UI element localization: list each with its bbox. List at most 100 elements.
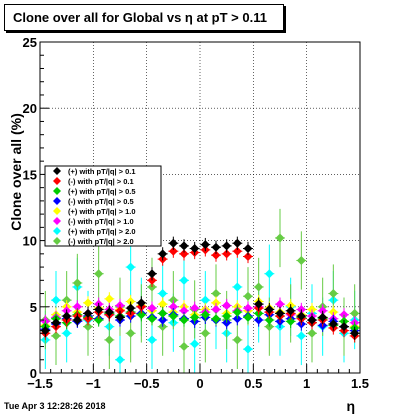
data-point <box>158 299 168 309</box>
data-point <box>200 328 210 338</box>
data-point <box>72 278 82 288</box>
legend-box <box>44 165 162 247</box>
data-point <box>115 312 125 322</box>
data-point <box>168 246 178 256</box>
series-0 <box>40 236 360 340</box>
legend-label: (-) with pT/|q| > 0.5 <box>68 197 134 206</box>
x-tick-label: 0.5 <box>244 376 262 391</box>
y-tick-label: 10 <box>23 234 37 249</box>
data-point <box>94 315 104 325</box>
data-point <box>307 328 317 338</box>
data-point <box>200 295 210 305</box>
legend-marker <box>53 207 61 215</box>
data-point <box>296 331 306 341</box>
data-point <box>136 310 146 320</box>
data-point <box>147 303 157 313</box>
data-point <box>179 306 189 316</box>
data-point <box>179 241 189 251</box>
data-point <box>51 331 61 341</box>
data-point <box>232 307 242 317</box>
data-point <box>264 315 274 325</box>
x-tick-label: 0 <box>196 376 203 391</box>
data-point <box>296 311 306 321</box>
data-point <box>243 303 253 313</box>
data-point <box>190 244 200 254</box>
data-point <box>179 275 189 285</box>
data-point <box>211 314 221 324</box>
x-tick-label: −1 <box>86 376 101 391</box>
data-point <box>232 246 242 256</box>
data-point <box>136 298 146 308</box>
data-point <box>243 244 253 254</box>
data-point <box>158 308 168 318</box>
legend-label: (-) with pT/|q| > 2.0 <box>68 237 134 246</box>
data-point <box>211 289 221 299</box>
data-point <box>243 312 253 322</box>
data-point <box>243 291 253 301</box>
data-point <box>190 339 200 349</box>
data-point <box>104 307 114 317</box>
legend: (+) with pT/|q| > 0.1(-) with pT/|q| > 0… <box>44 165 162 247</box>
legend-marker <box>53 187 61 195</box>
legend-marker <box>53 167 61 175</box>
data-point <box>243 344 253 354</box>
data-point <box>158 249 168 259</box>
data-point <box>147 269 157 279</box>
legend-marker <box>53 177 61 185</box>
legend-label: (+) with pT/|q| > 2.0 <box>68 227 136 236</box>
legend-marker <box>53 227 61 235</box>
data-point <box>286 306 296 316</box>
data-point <box>168 302 178 312</box>
legend-label: (-) with pT/|q| > 1.0 <box>68 217 134 226</box>
data-point <box>243 251 253 261</box>
data-point <box>307 315 317 325</box>
data-point <box>275 308 285 318</box>
data-point <box>190 312 200 322</box>
legend-label: (+) with pT/|q| > 1.0 <box>68 207 136 216</box>
data-point <box>104 335 114 345</box>
y-tick-label: 20 <box>23 101 37 116</box>
data-point <box>168 311 178 321</box>
x-axis-label: η <box>346 398 355 414</box>
data-point <box>222 241 232 251</box>
y-tick-label: 15 <box>23 167 37 182</box>
axis-ticks: −1.5 −1 −0.5 0 0.5 1 1.5 0 5 10 15 20 25 <box>23 35 370 391</box>
data-point <box>72 302 82 312</box>
data-point <box>179 249 189 259</box>
data-point <box>232 335 242 345</box>
data-point <box>350 308 360 318</box>
legend-label: (+) with pT/|q| > 0.1 <box>68 167 136 176</box>
data-point <box>222 300 232 310</box>
data-point <box>211 242 221 252</box>
chart-title: Clone over all for Global vs η at pT > 0… <box>4 4 284 31</box>
data-point <box>275 299 285 309</box>
data-point <box>83 308 93 318</box>
data-point <box>339 322 349 332</box>
data-point <box>179 342 189 352</box>
data-point <box>190 303 200 313</box>
x-tick-label: 1 <box>303 376 310 391</box>
data-point <box>51 318 61 328</box>
y-axis-label: Clone over all (%) <box>8 113 24 230</box>
data-point <box>94 269 104 279</box>
data-point <box>126 303 136 313</box>
data-point <box>211 304 221 314</box>
y-tick-label: 5 <box>30 300 37 315</box>
data-point <box>104 294 114 304</box>
data-point <box>83 298 93 308</box>
data-point <box>232 238 242 248</box>
timestamp-footer: Tue Apr 3 12:28:26 2018 <box>4 401 106 411</box>
legend-label: (-) with pT/|q| > 0.1 <box>68 177 134 186</box>
data-point <box>254 299 264 309</box>
data-point <box>126 328 136 338</box>
data-point <box>350 328 360 338</box>
data-point <box>222 311 232 321</box>
x-tick-label: −0.5 <box>134 376 160 391</box>
data-point <box>318 312 328 322</box>
data-point <box>296 255 306 265</box>
data-point <box>147 314 157 324</box>
y-tick-label: 25 <box>23 35 37 50</box>
data-point <box>115 355 125 365</box>
data-point <box>211 250 221 260</box>
